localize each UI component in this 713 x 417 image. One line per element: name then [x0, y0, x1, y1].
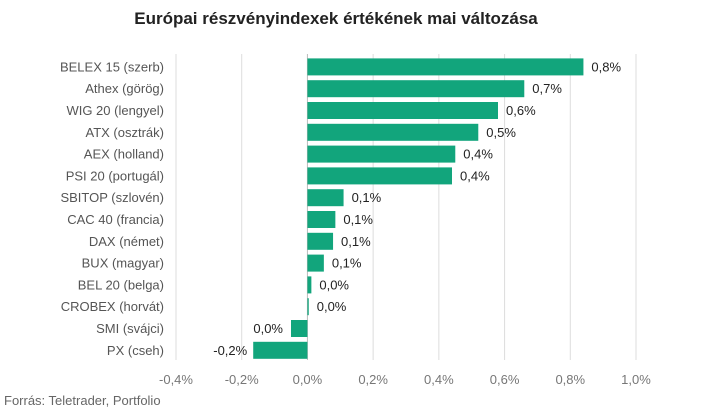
value-label: 0,1% [352, 190, 382, 205]
category-label: ATX (osztrák) [86, 125, 165, 140]
category-label: DAX (német) [89, 234, 164, 249]
bar [253, 341, 308, 359]
x-axis-tick-labels: -0,4% -0,2% 0,0% 0,2% 0,4% 0,6% 0,8% 1,0% [159, 372, 651, 387]
bar [307, 298, 309, 316]
value-label: 0,0% [253, 321, 283, 336]
category-label: WIG 20 (lengyel) [66, 103, 164, 118]
value-label: 0,0% [319, 277, 349, 292]
category-label: Athex (görög) [85, 81, 164, 96]
category-label: BUX (magyar) [82, 256, 164, 271]
bar [307, 102, 498, 119]
category-label: PX (cseh) [107, 343, 164, 358]
bar [307, 276, 312, 294]
value-label: 0,8% [591, 59, 621, 74]
category-label: BEL 20 (belga) [78, 277, 164, 292]
category-label: BELEX 15 (szerb) [60, 59, 164, 74]
value-label: -0,2% [213, 343, 247, 358]
x-tick-label: 0,0% [293, 372, 323, 387]
category-label: SBITOP (szlovén) [60, 190, 164, 205]
bar [307, 232, 334, 250]
bar [307, 211, 336, 228]
category-label: PSI 20 (portugál) [66, 168, 164, 183]
value-labels: 0,8% 0,7% 0,6% 0,5% 0,4% 0,4% 0,1% 0,1% 0,1% 0,1%… [213, 59, 621, 357]
bar [307, 189, 344, 207]
bar [307, 80, 525, 98]
x-tick-label: -0,4% [159, 372, 193, 387]
value-label: 0,1% [341, 234, 371, 249]
source-note: Forrás: Teletrader, Portfolio [4, 393, 161, 408]
bar [307, 123, 479, 141]
bar [307, 58, 584, 76]
value-label: 0,4% [463, 147, 493, 162]
value-label: 0,7% [532, 81, 562, 96]
value-label: 0,6% [506, 103, 536, 118]
category-labels: BELEX 15 (szerb) Athex (görög) WIG 20 (len… [60, 59, 164, 357]
x-tick-label: 0,8% [555, 372, 585, 387]
value-label: 0,1% [332, 256, 362, 271]
bar [307, 254, 324, 272]
bar [307, 167, 452, 185]
bar [291, 320, 308, 337]
value-label: 0,0% [317, 299, 347, 314]
x-tick-label: 0,6% [490, 372, 520, 387]
value-label: 0,4% [460, 168, 490, 183]
bar [307, 145, 456, 163]
x-tick-label: 0,2% [358, 372, 388, 387]
chart-title: Európai részvényindexek értékének mai vá… [134, 9, 538, 28]
category-label: AEX (holland) [84, 147, 164, 162]
bars [253, 58, 584, 359]
x-tick-label: 1,0% [621, 372, 651, 387]
x-tick-label: 0,4% [424, 372, 454, 387]
category-label: CAC 40 (francia) [67, 212, 164, 227]
grid-lines [175, 54, 637, 360]
value-label: 0,5% [486, 125, 516, 140]
category-label: CROBEX (horvát) [61, 299, 164, 314]
value-label: 0,1% [343, 212, 373, 227]
category-label: SMI (svájci) [96, 321, 164, 336]
x-tick-label: -0,2% [225, 372, 259, 387]
